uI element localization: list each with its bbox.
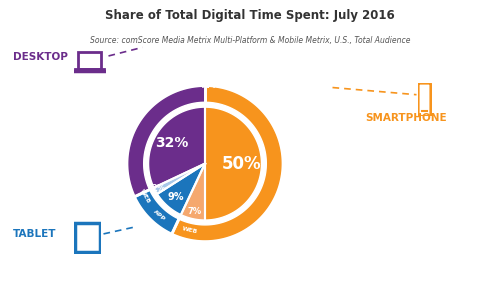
Polygon shape bbox=[136, 190, 179, 232]
Text: SMARTPHONE: SMARTPHONE bbox=[365, 113, 446, 123]
Polygon shape bbox=[205, 107, 262, 220]
Text: 2%: 2% bbox=[152, 185, 166, 193]
Text: DESKTOP: DESKTOP bbox=[12, 53, 68, 62]
Polygon shape bbox=[181, 164, 205, 220]
Polygon shape bbox=[129, 88, 205, 196]
Polygon shape bbox=[158, 164, 205, 215]
Bar bbox=[78, 52, 101, 69]
Text: WEB: WEB bbox=[139, 189, 151, 205]
Text: Source: comScore Media Metrix Multi-Platform & Mobile Metrix, U.S., Total Audien: Source: comScore Media Metrix Multi-Plat… bbox=[90, 36, 410, 45]
Text: Share of Total Digital Time Spent: July 2016: Share of Total Digital Time Spent: July … bbox=[105, 9, 395, 22]
Text: 7%: 7% bbox=[188, 207, 202, 216]
Polygon shape bbox=[154, 164, 205, 194]
Polygon shape bbox=[144, 102, 266, 225]
Text: 50%: 50% bbox=[222, 155, 262, 172]
Polygon shape bbox=[148, 107, 205, 188]
Polygon shape bbox=[172, 88, 281, 240]
Text: TABLET: TABLET bbox=[12, 229, 56, 239]
Text: WEB: WEB bbox=[182, 226, 198, 235]
Text: 9%: 9% bbox=[167, 192, 184, 202]
Text: APP: APP bbox=[152, 209, 166, 222]
Text: APP: APP bbox=[202, 81, 220, 90]
Text: 32%: 32% bbox=[156, 136, 189, 150]
